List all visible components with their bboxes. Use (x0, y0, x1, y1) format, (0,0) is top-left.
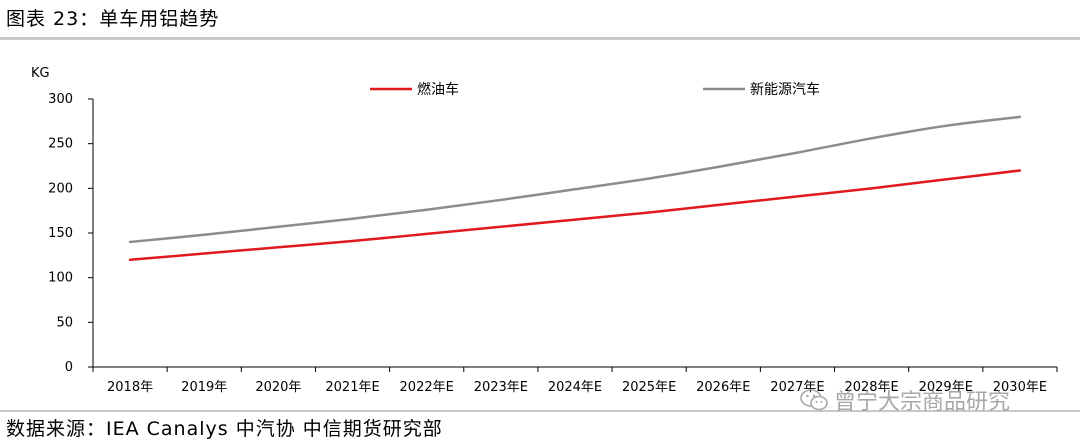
source-note: 数据来源：IEA Canalys 中汽协 中信期货研究部 (6, 418, 443, 440)
wechat-icon (800, 389, 828, 411)
chart-title: 图表 23：单车用铝趋势 (6, 8, 220, 30)
watermark-text: 曾宁大宗商品研究 (834, 390, 1011, 415)
y-tick-label: 250 (48, 137, 73, 152)
x-tick-label: 2026年E (696, 380, 750, 395)
x-tick-label: 2021年E (325, 380, 379, 395)
y-tick-label: 300 (48, 92, 73, 107)
x-tick-label: 2020年 (255, 380, 301, 395)
x-tick-label: 2027年E (770, 380, 824, 395)
watermark: 曾宁大宗商品研究 (800, 384, 1010, 416)
x-tick-label: 2025年E (622, 380, 676, 395)
x-tick-label: 2023年E (474, 380, 528, 395)
x-tick-label: 2029年E (919, 380, 973, 395)
chart-series (128, 115, 1022, 262)
y-tick-label: 200 (48, 181, 73, 196)
x-tick-label: 2019年 (181, 380, 227, 395)
line-chart: 0 50 100 150 200 250 300 KG 2018年 2019年 2020年 2021年… (31, 66, 1058, 395)
legend-label-1: 燃油车 (417, 81, 459, 98)
y-tick-label: 0 (65, 360, 73, 375)
x-tick-label: 2028年E (844, 380, 898, 395)
chart-axes: 0 50 100 150 200 250 300 KG 2018年 2019年 2020年 2021年… (31, 66, 1058, 395)
y-axis-unit-label: KG (31, 66, 50, 81)
series-line-2 (128, 115, 1022, 244)
legend-label-2: 新能源汽车 (750, 81, 820, 98)
footer-divider (0, 410, 1080, 412)
x-tick-label: 2030年E (993, 380, 1047, 395)
y-tick-label: 100 (48, 271, 73, 286)
chart-legend: 燃油车 新能源汽车 (370, 81, 820, 98)
series-line-1 (128, 169, 1022, 262)
x-tick-label: 2018年 (107, 380, 153, 395)
title-divider (0, 37, 1080, 40)
y-tick-label: 150 (48, 226, 73, 241)
x-tick-label: 2022年E (400, 380, 454, 395)
y-tick-label: 50 (56, 315, 73, 330)
x-tick-label: 2024年E (548, 380, 602, 395)
